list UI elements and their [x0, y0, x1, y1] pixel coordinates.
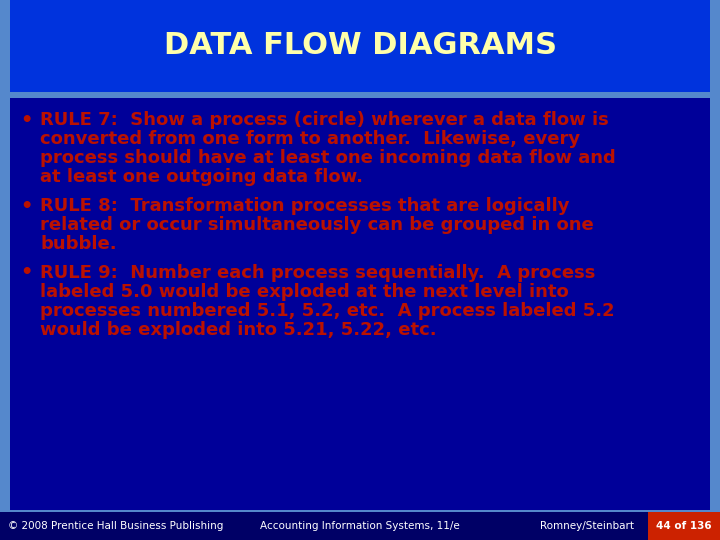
- Text: converted from one form to another.  Likewise, every: converted from one form to another. Like…: [40, 130, 580, 148]
- Bar: [0, 512, 720, 540]
- Text: related or occur simultaneously can be grouped in one: related or occur simultaneously can be g…: [40, 216, 594, 234]
- Text: 44 of 136: 44 of 136: [656, 521, 712, 531]
- Text: DATA FLOW DIAGRAMS: DATA FLOW DIAGRAMS: [163, 31, 557, 60]
- Text: RULE 7:  Show a process (circle) wherever a data flow is: RULE 7: Show a process (circle) wherever…: [40, 111, 608, 129]
- Bar: [648, 512, 720, 540]
- Text: at least one outgoing data flow.: at least one outgoing data flow.: [40, 168, 363, 186]
- Bar: [10, 98, 710, 510]
- Text: labeled 5.0 would be exploded at the next level into: labeled 5.0 would be exploded at the nex…: [40, 283, 569, 301]
- Text: would be exploded into 5.21, 5.22, etc.: would be exploded into 5.21, 5.22, etc.: [40, 321, 436, 339]
- Bar: [10, 0, 710, 92]
- Text: bubble.: bubble.: [40, 235, 117, 253]
- Text: processes numbered 5.1, 5.2, etc.  A process labeled 5.2: processes numbered 5.1, 5.2, etc. A proc…: [40, 302, 615, 320]
- Text: Accounting Information Systems, 11/e: Accounting Information Systems, 11/e: [260, 521, 460, 531]
- Text: RULE 8:  Transformation processes that are logically: RULE 8: Transformation processes that ar…: [40, 197, 570, 215]
- Text: •: •: [20, 111, 32, 130]
- Text: process should have at least one incoming data flow and: process should have at least one incomin…: [40, 149, 616, 167]
- Text: © 2008 Prentice Hall Business Publishing: © 2008 Prentice Hall Business Publishing: [8, 521, 223, 531]
- Text: Romney/Steinbart: Romney/Steinbart: [540, 521, 634, 531]
- Text: •: •: [20, 264, 32, 282]
- Text: •: •: [20, 197, 32, 215]
- Text: RULE 9:  Number each process sequentially.  A process: RULE 9: Number each process sequentially…: [40, 264, 595, 282]
